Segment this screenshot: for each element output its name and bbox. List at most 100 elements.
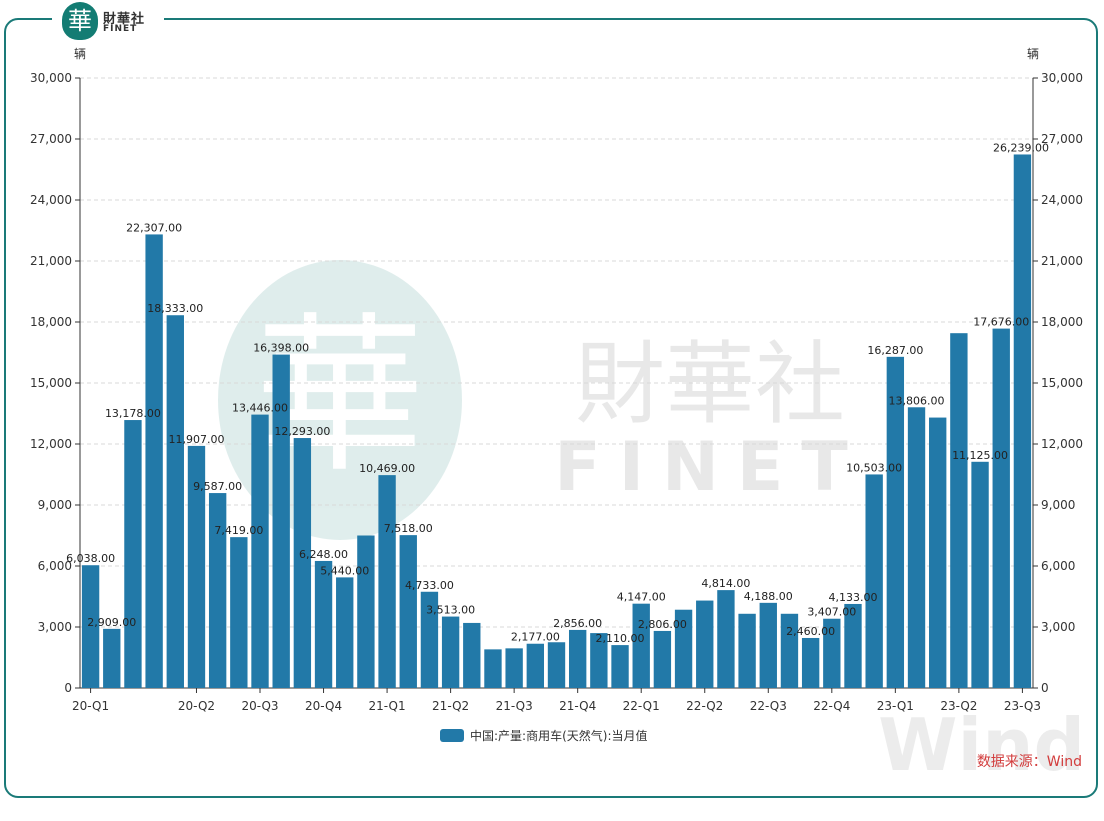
watermark-en: FINET bbox=[554, 428, 866, 507]
bar[interactable] bbox=[653, 630, 672, 688]
bar[interactable] bbox=[314, 560, 333, 688]
bar[interactable] bbox=[696, 600, 714, 688]
data-label: 18,333.00 bbox=[147, 302, 203, 315]
data-labels: 6,038.00 2,909.00 13,178.00 22,307.00 18,333… bbox=[66, 141, 1049, 645]
bar[interactable] bbox=[590, 633, 608, 688]
y-tick-label-right: 18,000 bbox=[1041, 315, 1083, 329]
bar[interactable] bbox=[823, 618, 841, 688]
bar[interactable] bbox=[611, 645, 629, 688]
axes: 0 0 3,000 3,000 6,000 6,000 9,000 9,000 12,000 12… bbox=[30, 47, 1083, 713]
x-tick-label: 23-Q3 bbox=[1004, 699, 1041, 713]
y-tick-label-left: 12,000 bbox=[30, 437, 72, 451]
bar[interactable] bbox=[801, 637, 820, 688]
bar[interactable] bbox=[293, 438, 312, 688]
y-tick-label-left: 27,000 bbox=[30, 132, 72, 146]
y-tick-label-right: 9,000 bbox=[1041, 498, 1075, 512]
y-tick-label-left: 9,000 bbox=[38, 498, 72, 512]
bar[interactable] bbox=[378, 475, 396, 688]
data-label: 10,469.00 bbox=[359, 462, 415, 475]
x-tick-label: 20-Q3 bbox=[241, 699, 278, 713]
data-label: 4,147.00 bbox=[617, 591, 666, 604]
y-unit-right: 辆 bbox=[1027, 47, 1039, 61]
data-label: 2,110.00 bbox=[596, 632, 645, 645]
bar[interactable] bbox=[738, 613, 756, 688]
bar[interactable] bbox=[886, 356, 905, 688]
bar[interactable] bbox=[674, 609, 693, 688]
data-label: 17,676.00 bbox=[973, 316, 1029, 329]
bar[interactable] bbox=[505, 648, 523, 688]
y-tick-label-left: 30,000 bbox=[30, 71, 72, 85]
source-note: 数据来源：Wind bbox=[976, 754, 1082, 770]
bar[interactable] bbox=[759, 602, 777, 688]
bar[interactable] bbox=[992, 328, 1010, 688]
data-label: 5,440.00 bbox=[320, 564, 369, 577]
bar[interactable] bbox=[463, 622, 481, 688]
bar[interactable] bbox=[145, 234, 163, 689]
x-tick-label: 20-Q1 bbox=[72, 699, 109, 713]
data-label: 10,503.00 bbox=[846, 461, 902, 474]
logo-cn: 財華社 bbox=[103, 12, 146, 27]
bar[interactable] bbox=[251, 414, 269, 688]
bar[interactable] bbox=[547, 642, 566, 688]
bar[interactable] bbox=[780, 613, 799, 688]
y-tick-label-right: 30,000 bbox=[1041, 71, 1083, 85]
bar[interactable] bbox=[230, 537, 248, 688]
bar[interactable] bbox=[441, 616, 460, 688]
bar[interactable] bbox=[187, 445, 206, 688]
bar[interactable] bbox=[420, 591, 439, 688]
data-label: 4,814.00 bbox=[701, 577, 750, 590]
bar[interactable] bbox=[103, 628, 121, 688]
y-tick-label-left: 3,000 bbox=[38, 620, 72, 634]
finet-watermark: 華 財華社 FINET bbox=[218, 260, 866, 540]
logo-en: FINET bbox=[103, 24, 138, 34]
data-label: 12,293.00 bbox=[274, 425, 330, 438]
data-label: 22,307.00 bbox=[126, 221, 182, 234]
x-tick-label: 23-Q1 bbox=[877, 699, 914, 713]
bar[interactable] bbox=[865, 474, 883, 688]
bar[interactable] bbox=[717, 590, 735, 688]
legend-swatch bbox=[440, 729, 464, 742]
bar[interactable] bbox=[272, 354, 290, 688]
data-label: 3,513.00 bbox=[426, 604, 475, 617]
bar[interactable] bbox=[568, 629, 587, 688]
bar[interactable] bbox=[844, 603, 862, 688]
data-label: 26,239.00 bbox=[993, 141, 1049, 154]
bar[interactable] bbox=[929, 417, 947, 688]
bar[interactable] bbox=[166, 315, 184, 688]
y-tick-label-right: 3,000 bbox=[1041, 620, 1075, 634]
bar[interactable] bbox=[1013, 154, 1032, 689]
bar[interactable] bbox=[907, 407, 926, 688]
bar[interactable] bbox=[336, 577, 354, 688]
bar[interactable] bbox=[399, 535, 417, 688]
bar[interactable] bbox=[357, 535, 375, 689]
finet-logo: 華 財華社 FINET bbox=[52, 0, 164, 44]
y-tick-label-right: 27,000 bbox=[1041, 132, 1083, 146]
data-label: 2,177.00 bbox=[511, 631, 560, 644]
bar[interactable] bbox=[484, 649, 502, 688]
data-label: 13,806.00 bbox=[889, 394, 945, 407]
data-label: 16,287.00 bbox=[867, 344, 923, 357]
legend[interactable]: 中国:产量:商用车(天然气):当月值 bbox=[440, 727, 648, 744]
data-label: 4,733.00 bbox=[405, 579, 454, 592]
y-unit-left: 辆 bbox=[74, 47, 86, 61]
bar[interactable] bbox=[526, 643, 545, 688]
y-tick-label-right: 6,000 bbox=[1041, 559, 1075, 573]
bar[interactable] bbox=[124, 420, 142, 688]
x-tick-label: 21-Q1 bbox=[369, 699, 406, 713]
x-tick-label: 21-Q2 bbox=[432, 699, 469, 713]
y-tick-label-left: 18,000 bbox=[30, 315, 72, 329]
y-tick-label-left: 24,000 bbox=[30, 193, 72, 207]
x-tick-label: 22-Q3 bbox=[750, 699, 787, 713]
logo-badge: 華 bbox=[62, 2, 98, 40]
bar[interactable] bbox=[208, 493, 227, 688]
bar[interactable] bbox=[950, 333, 968, 688]
x-tick-label: 22-Q4 bbox=[813, 699, 850, 713]
bars bbox=[81, 154, 1032, 689]
bar[interactable] bbox=[632, 603, 650, 688]
bar[interactable] bbox=[971, 461, 989, 688]
bar[interactable] bbox=[81, 565, 100, 688]
data-label: 3,407.00 bbox=[807, 606, 856, 619]
y-tick-label-right: 24,000 bbox=[1041, 193, 1083, 207]
data-label: 13,178.00 bbox=[105, 407, 161, 420]
